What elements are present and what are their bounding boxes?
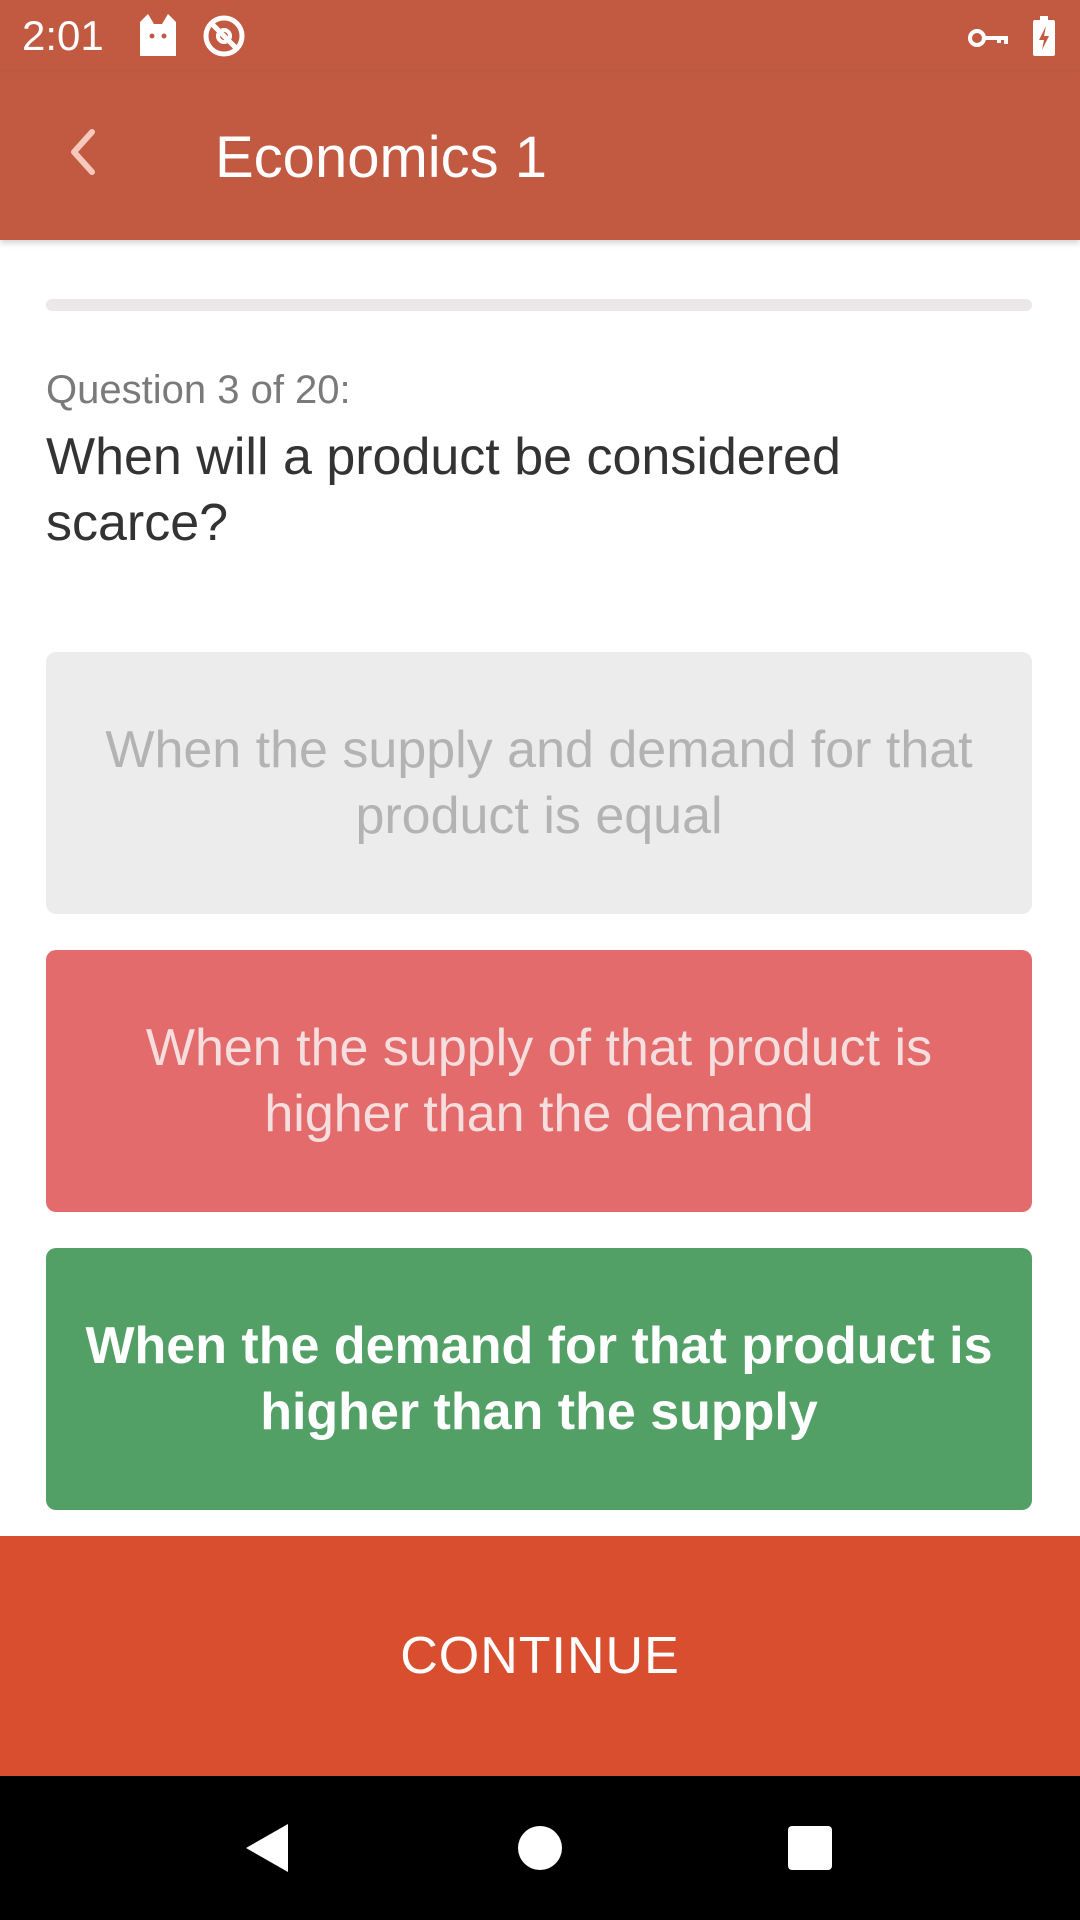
app-bar: Economics 1 (0, 72, 1080, 240)
back-button[interactable] (46, 110, 118, 194)
nav-home-icon (518, 1826, 562, 1870)
nav-recents-icon (788, 1826, 832, 1870)
status-bar: 2:01 (0, 0, 1080, 72)
question-text: When will a product be considered scarce… (46, 428, 841, 552)
answer-option-3[interactable]: When the demand for that product is high… (46, 1248, 1032, 1510)
answer-option-1[interactable]: When the supply and demand for that prod… (46, 652, 1032, 914)
system-nav-bar (0, 1776, 1080, 1920)
continue-button[interactable]: CONTINUE (0, 1536, 1080, 1776)
answer-option-2[interactable]: When the supply of that product is highe… (46, 950, 1032, 1212)
battery-charging-icon (1030, 12, 1058, 60)
key-icon (966, 12, 1010, 60)
status-time: 2:01 (22, 12, 104, 59)
cat-icon (136, 12, 180, 60)
nav-back-button[interactable] (222, 1804, 310, 1892)
page-title: Economics 1 (215, 125, 548, 190)
quiz-progress-bar (46, 299, 1032, 311)
nav-back-icon (246, 1824, 288, 1872)
question-counter: Question 3 of 20: (46, 368, 351, 412)
nav-home-button[interactable] (496, 1804, 584, 1892)
nav-recents-button[interactable] (766, 1804, 854, 1892)
block-icon (200, 12, 245, 60)
chevron-left-icon (71, 129, 95, 175)
